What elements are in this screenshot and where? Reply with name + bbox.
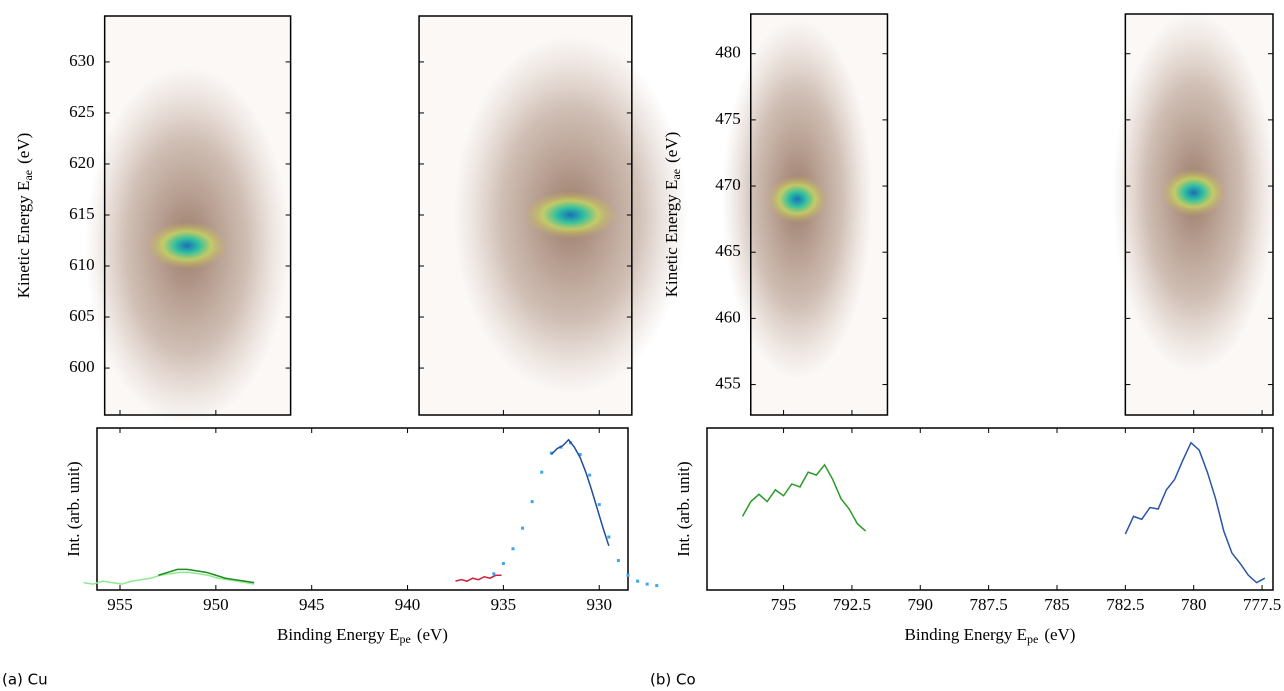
y-tick-label: 470: [715, 175, 741, 194]
x-tick-label: 780: [1181, 595, 1207, 614]
data-point: [607, 535, 611, 539]
x-tick-label: 787.5: [970, 595, 1008, 614]
x-tick-label: 795: [771, 595, 797, 614]
x-tick-label: 940: [395, 595, 421, 614]
x-tick-label: 777.5: [1243, 595, 1281, 614]
data-point: [511, 547, 515, 551]
data-point: [578, 453, 582, 457]
intensity-label: Int. (arb. unit): [64, 461, 83, 556]
data-point: [530, 500, 534, 504]
spectrum-line: [741, 463, 867, 532]
y-tick-label: 620: [69, 153, 95, 172]
data-point: [540, 470, 544, 474]
heatmap-hotspot: [767, 175, 828, 224]
y-axis-label-unit: (eV): [14, 133, 33, 164]
heatmap-frame: [418, 15, 633, 416]
x-axis-label: Binding Energy Epe (eV): [905, 625, 1076, 646]
x-axis-label: Binding Energy Epe (eV): [277, 625, 448, 646]
x-axis-label-sub: pe: [399, 632, 410, 646]
x-tick-label: 955: [107, 595, 133, 614]
y-tick-label: 455: [715, 373, 741, 392]
x-tick-label: 782.5: [1106, 595, 1144, 614]
heatmap-hotspot: [146, 221, 229, 270]
data-point: [588, 473, 592, 477]
y-axis-label-sub: ae: [669, 169, 683, 180]
y-axis-label-text: Kinetic Energy E: [662, 180, 681, 298]
y-tick-label: 465: [715, 241, 741, 260]
data-point: [636, 579, 640, 583]
y-axis-label-sub: ae: [21, 170, 35, 181]
x-tick-label: 792.5: [833, 595, 871, 614]
heatmap-hotspot: [523, 191, 618, 239]
spectrum-frame: [96, 427, 629, 591]
data-point: [492, 572, 496, 576]
x-tick-label: 935: [491, 595, 517, 614]
data-point: [616, 559, 620, 563]
data-point: [626, 573, 630, 577]
x-axis-label-sub: pe: [1027, 632, 1038, 646]
spectrum-line: [455, 574, 502, 582]
spectrum-line: [1124, 441, 1266, 584]
y-tick-label: 615: [69, 204, 95, 223]
y-tick-label: 460: [715, 307, 741, 326]
y-axis-label-text: Kinetic Energy E: [14, 181, 33, 299]
x-tick-label: 930: [586, 595, 612, 614]
y-tick-label: 630: [69, 51, 95, 70]
x-tick-label: 785: [1044, 595, 1070, 614]
spectrum-line: [158, 568, 255, 584]
y-tick-label: 610: [69, 255, 95, 274]
data-point: [521, 526, 525, 530]
data-point: [549, 451, 553, 455]
caption: (b) Co: [650, 671, 696, 689]
data-point: [501, 561, 505, 565]
x-tick-label: 945: [299, 595, 325, 614]
spectrum-frame: [706, 427, 1274, 591]
y-tick-label: 605: [69, 306, 95, 325]
spectrum-line: [550, 438, 610, 547]
y-tick-label: 600: [69, 357, 95, 376]
x-axis-label-unit: (eV): [1044, 625, 1075, 644]
y-tick-label: 625: [69, 102, 95, 121]
y-tick-label: 475: [715, 109, 741, 128]
y-axis-label: Kinetic Energy Eae (eV): [14, 133, 35, 299]
data-point: [597, 503, 601, 507]
heatmap-frame: [103, 15, 292, 416]
x-axis-label-text: Binding Energy E: [905, 625, 1027, 644]
y-axis-label: Kinetic Energy Eae (eV): [662, 132, 683, 298]
spectrum-line: [83, 571, 255, 585]
y-axis-label-unit: (eV): [662, 132, 681, 163]
x-tick-label: 790: [908, 595, 934, 614]
heatmap-frame: [749, 13, 889, 416]
x-axis-label-text: Binding Energy E: [277, 625, 399, 644]
heatmap-frame: [1124, 13, 1274, 416]
x-tick-label: 950: [203, 595, 229, 614]
heatmap-hotspot: [1161, 168, 1227, 217]
data-point: [645, 582, 649, 586]
caption: (a) Cu: [2, 671, 48, 689]
data-point: [655, 584, 659, 588]
y-tick-label: 480: [715, 43, 741, 62]
intensity-label: Int. (arb. unit): [674, 461, 693, 556]
x-axis-label-unit: (eV): [417, 625, 448, 644]
